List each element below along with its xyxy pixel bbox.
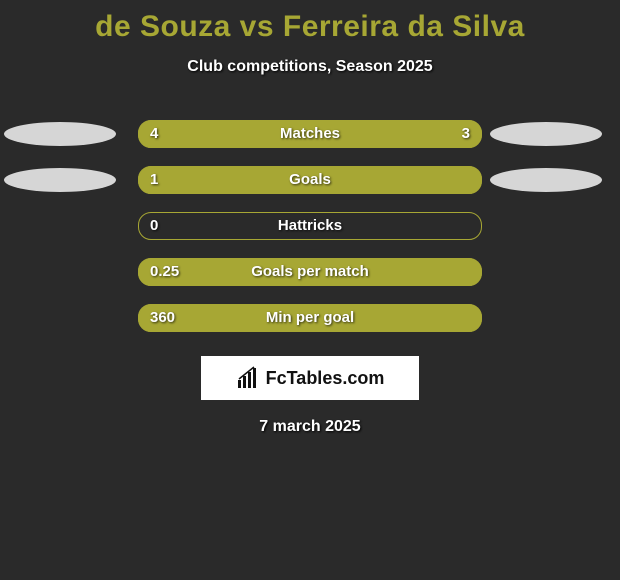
branding-box: FcTables.com	[201, 356, 419, 400]
stat-bar: 0.25Goals per match	[138, 258, 482, 286]
stat-row: 43Matches	[0, 116, 620, 162]
player-left-marker	[4, 122, 116, 146]
branding-text: FcTables.com	[266, 368, 385, 389]
footer-date: 7 march 2025	[0, 418, 620, 436]
comparison-chart: 43Matches 1Goals 0Hattricks 0.25Goals per m…	[0, 116, 620, 346]
player-left-marker	[4, 168, 116, 192]
stat-bar: 1Goals	[138, 166, 482, 194]
stat-row: 360Min per goal	[0, 300, 620, 346]
stat-label: Hattricks	[138, 212, 482, 240]
stat-label: Goals per match	[138, 258, 482, 286]
player-right-marker	[490, 168, 602, 192]
stat-label: Min per goal	[138, 304, 482, 332]
stat-bar: 43Matches	[138, 120, 482, 148]
stat-row: 0Hattricks	[0, 208, 620, 254]
stat-label: Goals	[138, 166, 482, 194]
stat-bar: 0Hattricks	[138, 212, 482, 240]
stat-bar: 360Min per goal	[138, 304, 482, 332]
stat-row: 0.25Goals per match	[0, 254, 620, 300]
chart-icon	[236, 366, 260, 390]
page-subtitle: Club competitions, Season 2025	[0, 58, 620, 76]
player-right-marker	[490, 122, 602, 146]
stat-label: Matches	[138, 120, 482, 148]
stat-row: 1Goals	[0, 162, 620, 208]
page-title: de Souza vs Ferreira da Silva	[0, 0, 620, 44]
